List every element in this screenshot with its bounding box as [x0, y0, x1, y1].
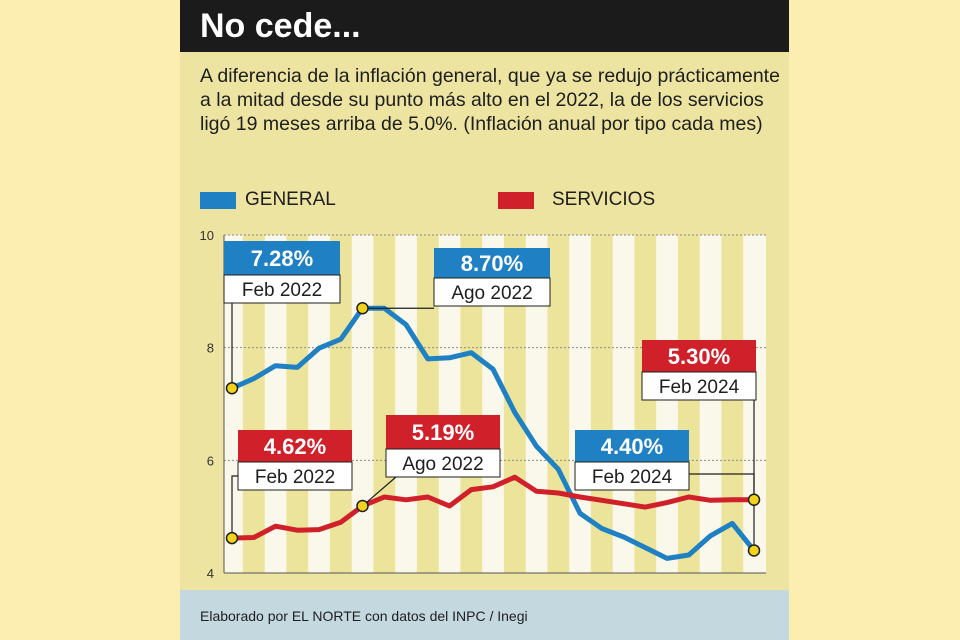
callout-date: Feb 2024 — [592, 467, 673, 488]
callout-value: 5.30% — [668, 344, 730, 369]
callout-date-box — [641, 371, 757, 401]
callout-leader — [362, 476, 397, 507]
callout-date: Feb 2022 — [242, 280, 322, 301]
y-tick-label: 10 — [200, 228, 214, 243]
legend-label-servicios: SERVICIOS — [552, 189, 656, 210]
callout-date-box — [385, 448, 501, 478]
callout-value: 8.70% — [461, 251, 523, 276]
callout-date: Ago 2022 — [402, 454, 483, 475]
callout-value-box — [575, 430, 689, 462]
y-tick-label: 4 — [207, 566, 214, 581]
chart-subtitle: A diferencia de la inflación general, qu… — [200, 65, 780, 135]
footer-bar — [180, 590, 789, 640]
callout-date: Feb 2024 — [659, 377, 740, 398]
callout-date-box — [223, 274, 341, 304]
chart-title: No cede... — [200, 7, 361, 45]
y-tick-label: 8 — [207, 341, 214, 356]
legend-swatch-servicios — [498, 192, 534, 209]
callout-value-box — [238, 430, 352, 462]
highlight-point — [356, 499, 369, 513]
title-bar: No cede... — [180, 0, 789, 52]
callout-date-box — [237, 461, 353, 491]
callout-date-box — [433, 277, 551, 307]
highlight-point — [356, 301, 369, 315]
callout-date: Feb 2022 — [255, 467, 335, 488]
month-stripe — [677, 235, 700, 573]
month-stripe — [373, 235, 396, 573]
series-line-servicios — [229, 474, 757, 541]
highlight-point — [225, 531, 239, 545]
month-stripe — [503, 235, 526, 573]
legend-swatch-general — [200, 192, 236, 209]
series-line-general — [229, 305, 757, 561]
callout-value: 4.62% — [264, 434, 326, 459]
source-note: Elaborado por EL NORTE con datos del INP… — [200, 608, 528, 624]
callout-value-box — [642, 340, 756, 372]
callout-value-box — [386, 415, 500, 449]
callout-leader — [689, 473, 755, 551]
callout-date-box — [574, 461, 690, 491]
y-tick-label: 6 — [207, 453, 214, 468]
month-stripe — [547, 235, 570, 573]
highlight-point — [747, 493, 761, 507]
callout-leader — [231, 475, 238, 539]
month-stripe — [721, 235, 744, 573]
callout-value: 7.28% — [251, 246, 313, 271]
legend-label-general: GENERAL — [245, 189, 336, 210]
callout-value: 5.19% — [412, 420, 474, 445]
highlight-point — [747, 544, 761, 557]
month-stripe — [416, 235, 439, 573]
month-stripe — [634, 235, 657, 573]
callout-value-box — [224, 241, 340, 275]
highlight-point — [225, 381, 239, 395]
callout-date: Ago 2022 — [451, 283, 532, 304]
callout-value-box — [434, 248, 550, 278]
callout-value: 4.40% — [601, 434, 663, 459]
